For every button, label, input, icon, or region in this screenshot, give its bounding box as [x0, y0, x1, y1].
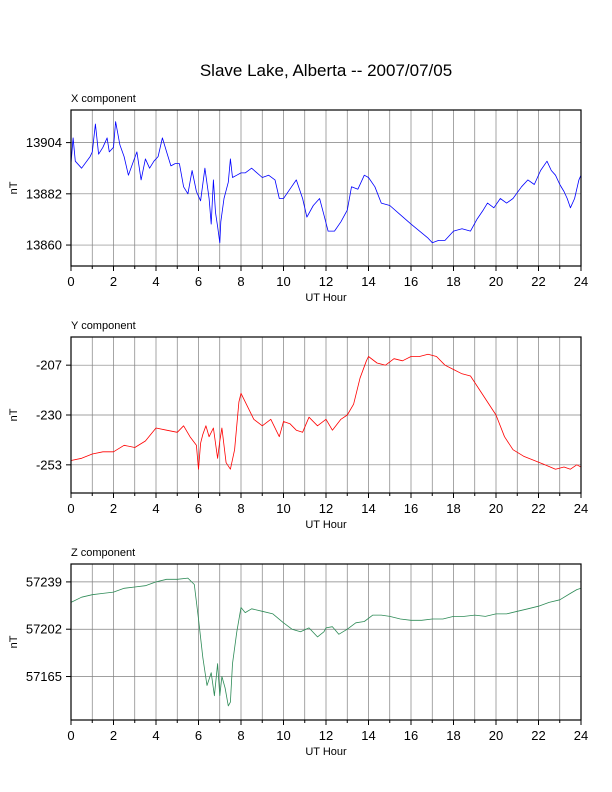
- y-x-axis-label: UT Hour: [305, 519, 347, 531]
- x-x-tick-label: 6: [195, 274, 202, 289]
- y-series-line: [70, 353, 582, 470]
- z-x-tick-label: 16: [404, 728, 418, 743]
- x-y-axis-label: nT: [8, 181, 20, 194]
- y-x-tick-label: 6: [195, 501, 202, 516]
- z-x-tick-label: 20: [489, 728, 503, 743]
- z-x-tick-label: 24: [574, 728, 588, 743]
- z-x-tick-label: 2: [110, 728, 117, 743]
- x-x-tick-label: 20: [489, 274, 503, 289]
- y-x-tick-label: 2: [110, 501, 117, 516]
- x-x-tick-label: 18: [446, 274, 460, 289]
- z-y-tick-label: 57239: [26, 574, 62, 589]
- x-y-tick-label: 13860: [26, 238, 62, 253]
- z-x-tick-label: 22: [531, 728, 545, 743]
- x-series-line: [70, 121, 582, 244]
- x-x-tick-label: 16: [404, 274, 418, 289]
- x-y-tick-label: 13904: [26, 135, 62, 150]
- z-x-tick-label: 0: [67, 728, 74, 743]
- x-y-tick-label: 13882: [26, 186, 62, 201]
- x-x-tick-label: 8: [237, 274, 244, 289]
- y-y-tick-label: -207: [36, 358, 62, 373]
- z-x-tick-label: 10: [276, 728, 290, 743]
- figure-title: Slave Lake, Alberta -- 2007/07/05: [200, 61, 452, 80]
- x-x-tick-label: 24: [574, 274, 588, 289]
- z-x-tick-label: 8: [237, 728, 244, 743]
- x-x-tick-label: 2: [110, 274, 117, 289]
- x-x-tick-label: 0: [67, 274, 74, 289]
- y-x-tick-label: 12: [319, 501, 333, 516]
- x-panel-label: X component: [71, 93, 136, 105]
- y-x-tick-label: 22: [531, 501, 545, 516]
- x-x-tick-label: 4: [152, 274, 159, 289]
- y-panel-label: Y component: [71, 320, 136, 332]
- x-x-tick-label: 22: [531, 274, 545, 289]
- y-x-tick-label: 14: [361, 501, 375, 516]
- z-x-tick-label: 6: [195, 728, 202, 743]
- z-series-line: [70, 577, 582, 707]
- y-x-tick-label: 10: [276, 501, 290, 516]
- y-x-tick-label: 0: [67, 501, 74, 516]
- y-x-tick-label: 16: [404, 501, 418, 516]
- y-x-tick-label: 20: [489, 501, 503, 516]
- y-x-tick-label: 4: [152, 501, 159, 516]
- y-x-tick-label: 18: [446, 501, 460, 516]
- z-x-tick-label: 4: [152, 728, 159, 743]
- z-panel-label: Z component: [71, 547, 135, 559]
- z-y-axis-label: nT: [8, 635, 20, 648]
- x-x-tick-label: 10: [276, 274, 290, 289]
- y-x-tick-label: 24: [574, 501, 588, 516]
- x-x-axis-label: UT Hour: [305, 292, 347, 304]
- x-x-tick-label: 14: [361, 274, 375, 289]
- x-x-tick-label: 12: [319, 274, 333, 289]
- z-x-axis-label: UT Hour: [305, 746, 347, 758]
- y-y-tick-label: -253: [36, 457, 62, 472]
- z-x-tick-label: 18: [446, 728, 460, 743]
- z-y-tick-label: 57202: [26, 622, 62, 637]
- y-x-tick-label: 8: [237, 501, 244, 516]
- y-y-tick-label: -230: [36, 408, 62, 423]
- y-y-axis-label: nT: [8, 408, 20, 421]
- z-x-tick-label: 14: [361, 728, 375, 743]
- z-x-tick-label: 12: [319, 728, 333, 743]
- z-y-tick-label: 57165: [26, 669, 62, 684]
